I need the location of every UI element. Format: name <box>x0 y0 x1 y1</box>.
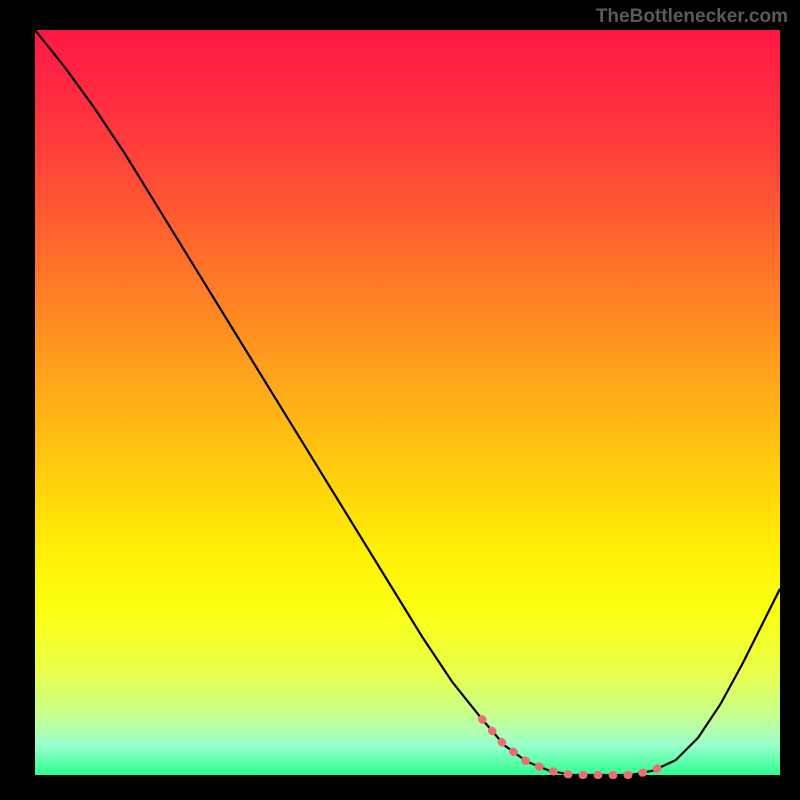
plot-svg <box>35 30 780 775</box>
optimal-range-highlight <box>482 719 668 775</box>
plot-wrap <box>0 0 800 800</box>
watermark-text: TheBottlenecker.com <box>596 6 788 28</box>
bottleneck-curve <box>35 30 780 775</box>
plot-area <box>35 30 780 775</box>
